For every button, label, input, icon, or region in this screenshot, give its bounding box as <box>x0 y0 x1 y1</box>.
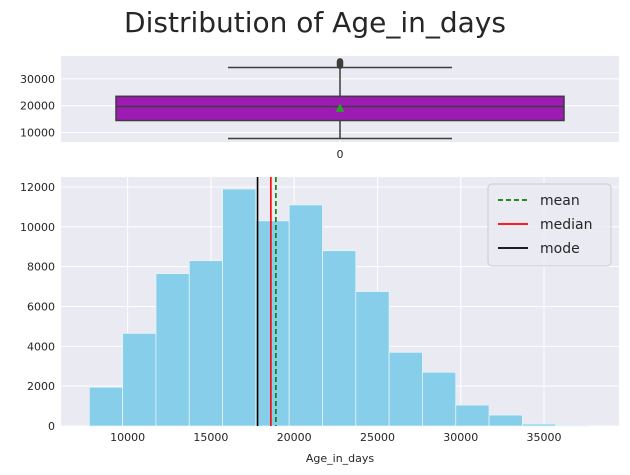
boxplot-y-tick-label: 20000 <box>20 100 55 113</box>
legend: mean median mode <box>487 183 612 267</box>
legend-label-median: median <box>540 217 592 233</box>
histogram-y-tick-label: 0 <box>48 420 55 433</box>
histogram-bar <box>155 273 190 427</box>
histogram-x-tick-label: 30000 <box>443 431 478 444</box>
histogram-bar <box>122 332 157 427</box>
histogram-bar <box>322 250 357 427</box>
boxplot-x-tick-label: 0 <box>337 148 344 161</box>
mean-marker <box>335 103 345 112</box>
histogram-bar <box>355 291 390 427</box>
histogram-bar <box>422 371 457 427</box>
histogram-y-tick-label: 2000 <box>27 380 55 393</box>
outlier-point <box>336 58 344 65</box>
histogram-bar <box>188 260 223 427</box>
histogram-bar <box>521 423 557 427</box>
histogram-x-axis-label: Age_in_days <box>306 452 375 465</box>
boxplot-y-tick-label: 10000 <box>20 127 55 140</box>
histogram-y-tick-label: 4000 <box>27 340 55 353</box>
histogram-bar <box>288 204 323 427</box>
histogram-x-tick-label: 25000 <box>360 431 395 444</box>
histogram-y-tick-label: 12000 <box>20 181 55 194</box>
histogram-bar <box>88 386 124 427</box>
legend-frame <box>487 183 612 267</box>
boxplot-panel: 10000 20000 30000 0 <box>20 56 619 161</box>
histogram-bar <box>388 351 423 427</box>
histogram-y-tick-label: 10000 <box>20 221 55 234</box>
boxplot-y-tick-label: 30000 <box>20 73 55 86</box>
legend-label-mode: mode <box>540 241 580 257</box>
legend-label-mean: mean <box>540 193 580 209</box>
histogram-x-tick-label: 20000 <box>277 431 312 444</box>
histogram-bar <box>222 188 257 427</box>
histogram-y-tick-label: 6000 <box>27 300 55 313</box>
histogram-bar <box>255 220 290 427</box>
histogram-panel: 0 2000 4000 6000 8000 10000 12000 10000 15000 200… <box>20 177 619 465</box>
histogram-x-tick-label: 35000 <box>527 431 562 444</box>
figure-title: Distribution of Age_in_days <box>124 6 506 39</box>
histogram-bar <box>455 404 490 427</box>
histogram-bar <box>488 414 523 427</box>
histogram-x-tick-label: 15000 <box>193 431 228 444</box>
histogram-y-tick-label: 8000 <box>27 261 55 274</box>
histogram-x-tick-label: 10000 <box>110 431 145 444</box>
